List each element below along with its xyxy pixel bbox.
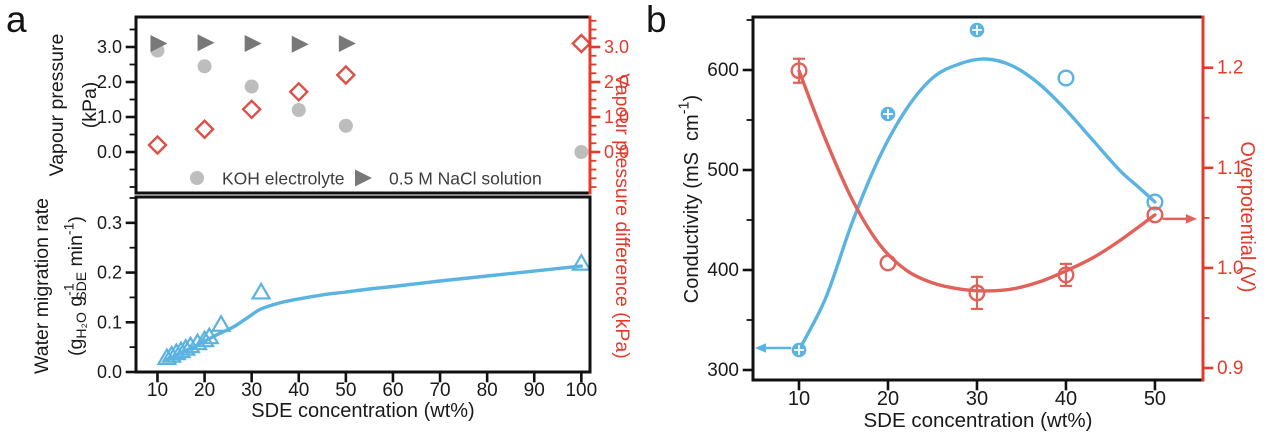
svg-text:2.0: 2.0	[97, 72, 122, 92]
x-axis-label: SDE concentration (wt%)	[863, 409, 1092, 432]
panel-letter-a: a	[6, 0, 27, 40]
svg-text:20: 20	[877, 388, 899, 410]
svg-text:60: 60	[382, 380, 403, 401]
series-0-5-m-nacl-solution	[150, 34, 356, 53]
svg-text:0.0: 0.0	[604, 142, 629, 162]
y-axis-label: (gH₂O g-1SDE min-1)	[61, 216, 89, 356]
svg-text:20: 20	[194, 380, 215, 401]
svg-text:1.1: 1.1	[1217, 158, 1243, 179]
left-axis-arrow	[755, 343, 792, 353]
svg-text:0.1: 0.1	[97, 312, 122, 332]
svg-text:500: 500	[707, 160, 739, 181]
svg-text:300: 300	[707, 360, 739, 381]
svg-text:30: 30	[241, 380, 262, 401]
svg-text:0.2: 0.2	[97, 263, 122, 283]
svg-text:80: 80	[477, 380, 498, 401]
series-water-migration-rate	[156, 252, 592, 366]
svg-text:400: 400	[707, 260, 739, 281]
right-y-axis-label: Vapour pressure difference (kPa)	[611, 73, 633, 358]
svg-text:50: 50	[335, 380, 356, 401]
svg-text:0.9: 0.9	[1217, 358, 1243, 379]
svg-text:100: 100	[565, 380, 597, 401]
panel-a-top-plot: 0.0 1.0 2.0 3.0 0.0 1.0 2.0 3.0 Vapour pressure (…	[46, 15, 633, 359]
x-axis-label: SDE concentration (wt%)	[251, 400, 474, 422]
svg-text:1.0: 1.0	[604, 107, 629, 127]
y-axis-label: (kPa)	[79, 82, 101, 129]
legend: KOH electrolyte 0.5 M NaCl solution	[190, 169, 542, 189]
svg-text:2.0: 2.0	[604, 72, 629, 92]
svg-text:3.0: 3.0	[604, 37, 629, 57]
y-axis-label: Vapour pressure	[46, 34, 68, 177]
series-overpotential	[790, 57, 1164, 311]
svg-text:40: 40	[288, 380, 309, 401]
svg-text:40: 40	[1055, 388, 1077, 410]
svg-text:0.3: 0.3	[97, 213, 122, 233]
panel-b-plot: 300 400 500 600 0.9 1.0 1.1 1.2 10 20 30 40 50 Conduc…	[676, 15, 1258, 432]
series-overpotential-curve	[797, 69, 1157, 293]
legend-label: 0.5 M NaCl solution	[389, 169, 542, 189]
panel-letter-b: b	[646, 0, 667, 40]
right-y-axis-label: Overpotential (V)	[1236, 141, 1258, 292]
legend-label: KOH electrolyte	[222, 169, 345, 189]
svg-text:30: 30	[966, 388, 988, 410]
svg-text:10: 10	[147, 380, 168, 401]
series-water-migration-rate-curve	[165, 264, 583, 362]
svg-text:1.2: 1.2	[1217, 58, 1243, 79]
svg-text:3.0: 3.0	[97, 37, 122, 57]
svg-text:1.0: 1.0	[97, 107, 122, 127]
right-axis-arrow	[1162, 214, 1197, 224]
svg-text:0.0: 0.0	[97, 362, 122, 382]
series-vapour-pressure-difference	[147, 33, 592, 156]
series-koh-electrolyte	[150, 43, 589, 160]
panel-a-bottom-plot: 0.0 0.1 0.2 0.3 10 20 30 40 50 60 70 80 90 100 Water m…	[31, 195, 597, 422]
y-axis-label: Conductivity (mS cm-1)	[676, 95, 703, 303]
svg-text:0.0: 0.0	[97, 142, 122, 162]
series-conductivity	[791, 22, 1164, 358]
svg-text:90: 90	[524, 380, 545, 401]
svg-text:50: 50	[1144, 388, 1166, 410]
svg-text:1.0: 1.0	[1217, 258, 1243, 279]
svg-text:10: 10	[788, 388, 810, 410]
y-axis-label: Water migration rate	[31, 198, 53, 374]
svg-text:600: 600	[707, 60, 739, 81]
svg-text:70: 70	[429, 380, 450, 401]
